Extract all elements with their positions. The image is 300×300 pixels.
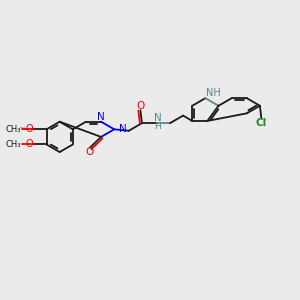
Text: H: H	[154, 122, 161, 131]
Text: O: O	[26, 124, 33, 134]
Text: CH₃: CH₃	[5, 140, 21, 149]
Text: Cl: Cl	[256, 118, 267, 128]
Text: NH: NH	[206, 88, 221, 98]
Text: N: N	[119, 124, 127, 134]
Text: N: N	[154, 113, 161, 123]
Text: O: O	[136, 101, 145, 111]
Text: O: O	[26, 140, 33, 149]
Text: O: O	[85, 147, 94, 157]
Text: CH₃: CH₃	[5, 124, 21, 134]
Text: N: N	[97, 112, 105, 122]
Text: methoxy: methoxy	[20, 127, 26, 128]
